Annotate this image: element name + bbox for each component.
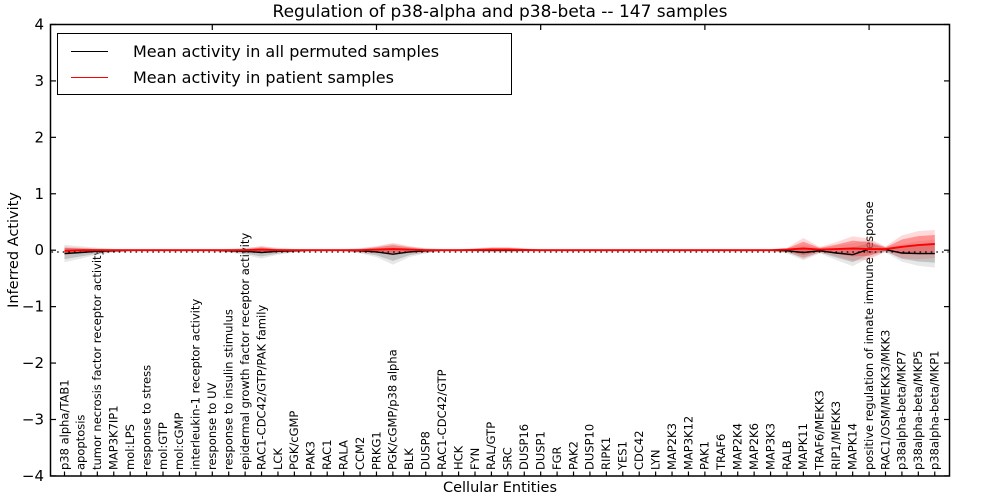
- x-tick-label: FGR: [550, 446, 564, 470]
- x-tick-label: response to insulin stimulus: [222, 309, 236, 470]
- x-tick-label: HCK: [451, 445, 465, 470]
- x-tick-label: PAK1: [698, 441, 712, 470]
- x-tick-label: RAC1: [320, 439, 334, 470]
- x-tick-label: RAL/GTP: [484, 422, 498, 470]
- x-tick-label: DUSP16: [517, 424, 531, 470]
- x-tick-label: MAP3K7IP1: [107, 405, 121, 470]
- legend-label: Mean activity in patient samples: [133, 67, 394, 87]
- y-tick-label: 0: [34, 241, 44, 259]
- x-tick-label: RALA: [336, 440, 350, 470]
- x-tick-label: mol:cGMP: [172, 413, 186, 470]
- x-tick-label: PGK/cGMP: [287, 411, 301, 470]
- patient-mean-line: [64, 243, 935, 252]
- permuted-band: [64, 243, 935, 263]
- x-tick-label: response to stress: [139, 365, 153, 470]
- legend: Mean activity in all permuted samples Me…: [57, 33, 512, 95]
- x-tick-label: RAC1-CDC42/GTP/PAK family: [254, 305, 268, 470]
- x-tick-label: positive regulation of innate immune res…: [862, 201, 876, 470]
- x-tick-label: mol:GTP: [156, 422, 170, 470]
- x-tick-label: TRAF6: [714, 434, 728, 471]
- y-tick-label: −2: [22, 354, 44, 372]
- patient-band: [64, 230, 935, 261]
- x-tick-label: mol:LPS: [123, 424, 137, 470]
- x-tick-label: response to UV: [205, 382, 219, 470]
- y-tick-label: −4: [22, 467, 44, 485]
- x-tick-label: p38 alpha/TAB1: [57, 379, 71, 470]
- x-tick-label: CCM2: [353, 437, 367, 470]
- y-tick-label: 2: [34, 128, 44, 146]
- x-tick-label: MAP3K12: [681, 416, 695, 470]
- x-tick-label: FYN: [468, 448, 482, 470]
- x-tick-label: MAP3K3: [763, 423, 777, 470]
- x-tick-label: TRAF6/MEKK3: [813, 390, 827, 471]
- x-tick-label: DUSP10: [583, 424, 597, 470]
- y-tick-label: 3: [34, 72, 44, 90]
- x-tick-label: RIPK1: [599, 437, 613, 470]
- x-tick-label: LCK: [271, 448, 285, 470]
- x-tick-label: apoptosis: [74, 415, 88, 470]
- x-tick-label: MAPK11: [796, 423, 810, 470]
- chart-title: Regulation of p38-alpha and p38-beta -- …: [272, 2, 728, 22]
- x-tick-label: PAK3: [304, 441, 318, 470]
- x-tick-label: YES1: [616, 441, 630, 471]
- x-tick-label: PAK2: [566, 441, 580, 470]
- patient-line-swatch: [71, 76, 108, 78]
- tick-marks: [50, 23, 950, 477]
- y-tick-label: −3: [22, 410, 44, 428]
- x-tick-label: tumor necrosis factor receptor activity: [90, 248, 104, 470]
- x-tick-label: interleukin-1 receptor activity: [189, 299, 203, 470]
- y-tick-labels: 4 3 2 1 0 −1 −2 −3 −4: [22, 15, 44, 484]
- x-tick-label: MAPK14: [845, 423, 859, 470]
- y-tick-label: −1: [22, 298, 44, 316]
- x-tick-label: epidermal growth factor receptor activit…: [238, 233, 252, 470]
- legend-label: Mean activity in all permuted samples: [133, 41, 440, 61]
- x-tick-label: MAP2K6: [747, 423, 761, 470]
- patient-band: [64, 235, 935, 257]
- legend-item-permuted: Mean activity in all permuted samples: [71, 42, 511, 61]
- x-tick-label: DUSP8: [419, 431, 433, 470]
- x-tick-label: MAP2K4: [731, 423, 745, 470]
- permuted-band: [64, 239, 935, 268]
- x-tick-label: p38alpha-beta/MKP1: [928, 351, 942, 470]
- x-tick-labels: p38 alpha/TAB1 apoptosis tumor necrosis fa…: [57, 201, 941, 471]
- legend-item-patient: Mean activity in patient samples: [71, 68, 511, 87]
- x-tick-label: LYN: [648, 449, 662, 470]
- x-tick-label: CDC42: [632, 430, 646, 470]
- x-tick-label: p38alpha-beta/MKP7: [895, 351, 909, 470]
- x-tick-label: RALB: [780, 440, 794, 470]
- x-tick-label: PRKG1: [369, 431, 383, 470]
- permuted-line-swatch: [71, 50, 108, 52]
- x-tick-label: RAC1-CDC42/GTP: [435, 369, 449, 470]
- x-tick-label: SRC: [501, 447, 515, 470]
- x-tick-label: RAC1/OSM/MEKK3/MKK3: [878, 330, 892, 470]
- x-tick-label: BLK: [402, 448, 416, 470]
- x-axis-label: Cellular Entities: [442, 480, 558, 496]
- y-tick-label: 4: [34, 15, 44, 33]
- x-tick-label: PGK/cGMP/p38 alpha: [386, 349, 400, 470]
- y-tick-label: 1: [34, 185, 44, 203]
- x-tick-label: DUSP1: [533, 431, 547, 470]
- x-tick-label: MAP2K3: [665, 423, 679, 470]
- x-tick-label: RIP1/MEKK3: [829, 401, 843, 470]
- x-tick-label: p38alpha-beta/MKP5: [911, 351, 925, 470]
- y-axis-label: Inferred Activity: [6, 192, 22, 308]
